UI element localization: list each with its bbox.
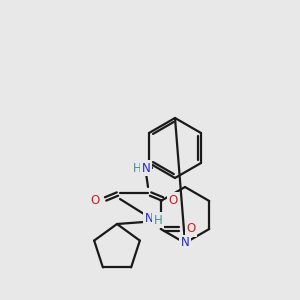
Text: N: N — [145, 212, 153, 224]
Text: H: H — [154, 214, 162, 226]
Text: N: N — [142, 161, 150, 175]
Text: H: H — [133, 161, 141, 175]
Text: O: O — [186, 223, 195, 236]
Text: N: N — [181, 236, 189, 250]
Text: O: O — [90, 194, 100, 206]
Text: O: O — [168, 194, 178, 206]
